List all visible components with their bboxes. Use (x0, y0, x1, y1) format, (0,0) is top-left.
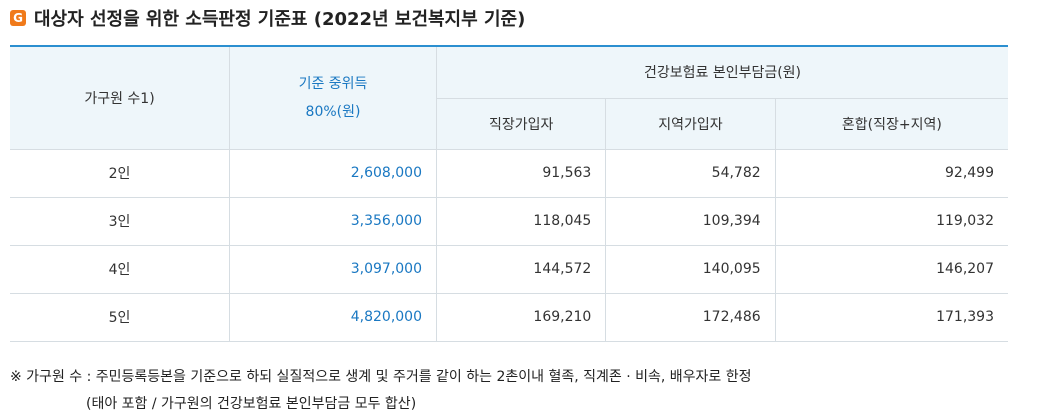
table-body: 2인 2,608,000 91,563 54,782 92,499 3인 3,356,000… (10, 148, 1008, 342)
table-cell: 3인 (10, 196, 230, 246)
table-cell: 92,499 (774, 148, 1008, 198)
table-cell: 4,820,000 (229, 292, 437, 342)
header-cell: 가구원 수1) (10, 45, 230, 150)
header-cell: 직장가입자 (436, 97, 607, 150)
title-bar: G 대상자 선정을 위한 소득판정 기준표 (2022년 보건복지부 기준) (10, 6, 525, 30)
table-cell: 2인 (10, 148, 230, 198)
table-cell: 5인 (10, 292, 230, 342)
table-cell: 118,045 (435, 196, 607, 246)
table-cell: 146,207 (774, 244, 1008, 294)
table-cell: 2,608,000 (229, 148, 437, 198)
table-cell: 109,394 (605, 196, 776, 246)
title-icon: G (10, 10, 26, 26)
header-cell: 기준 중위득 80%(원) (229, 45, 437, 150)
table-cell: 172,486 (605, 292, 776, 342)
header-cell: 지역가입자 (605, 97, 776, 150)
table-cell: 54,782 (605, 148, 776, 198)
table-cell: 144,572 (435, 244, 607, 294)
table-cell: 169,210 (435, 292, 607, 342)
header-line: 기준 중위득 (298, 75, 368, 92)
table-cell: 171,393 (774, 292, 1008, 342)
table-cell: 119,032 (774, 196, 1008, 246)
table-cell: 3,097,000 (229, 244, 437, 294)
table-row: 2인 2,608,000 91,563 54,782 92,499 (10, 148, 1008, 198)
header-row: 가구원 수1) 기준 중위득 80%(원) 건강보험료 본인부담금(원) (10, 45, 1008, 150)
table-row: 5인 4,820,000 169,210 172,486 171,393 (10, 292, 1008, 342)
table-row: 3인 3,356,000 118,045 109,394 119,032 (10, 196, 1008, 246)
note: (태아 포함 / 가구원의 건강보험료 본인부담금 모두 합산) (86, 396, 417, 412)
header-cell: 혼합(직장+지역) (774, 97, 1008, 150)
header-cell: 건강보험료 본인부담금(원) (436, 45, 1008, 99)
note: ※ 가구원 수 : 주민등록등본을 기준으로 하되 실질적으로 생계 및 주거를… (10, 369, 752, 385)
criteria-table: 가구원 수1) 기준 중위득 80%(원) 건강보험료 본인부담금(원) 직장가입… (10, 45, 1008, 342)
table-cell: 140,095 (605, 244, 776, 294)
table-row: 4인 3,097,000 144,572 140,095 146,207 (10, 244, 1008, 294)
table-cell: 4인 (10, 244, 230, 294)
title: 대상자 선정을 위한 소득판정 기준표 (2022년 보건복지부 기준) (34, 9, 526, 30)
table-cell: 3,356,000 (229, 196, 437, 246)
table-cell: 91,563 (435, 148, 607, 198)
header-line: 80%(원) (305, 103, 361, 120)
